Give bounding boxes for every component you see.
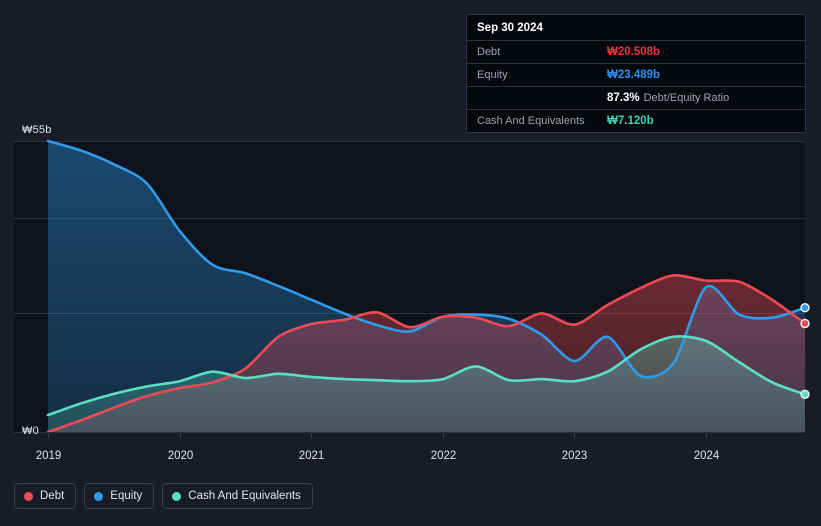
tooltip-value-equity: ₩23.489b [607, 69, 661, 81]
legend-label: Cash And Equivalents [188, 490, 301, 502]
legend-label: Equity [110, 490, 143, 502]
y-axis-label-top: ₩55b [22, 124, 52, 136]
tooltip-value-debt: ₩20.508b [607, 46, 661, 58]
legend-item-equity[interactable]: Equity [84, 483, 155, 509]
y-axis-label-zero: ₩0 [22, 425, 39, 437]
x-axis-label-2019: 2019 [35, 450, 62, 462]
series-line-debt [46, 273, 807, 434]
tooltip-date-title: Sep 30 2024 [467, 15, 805, 41]
series-endpoint-markers [800, 303, 810, 400]
endpoint-marker-cash-and-equivalents [800, 389, 810, 400]
tooltip-row-debt: Debt ₩20.508b [467, 41, 805, 64]
tooltip-label-cash: Cash And Equivalents [477, 115, 585, 127]
x-axis-label-2023: 2023 [561, 450, 588, 462]
tooltip-ratio-label: Debt/Equity Ratio [643, 92, 730, 104]
tooltip-value-cash: ₩7.120b [607, 115, 654, 127]
legend-label: Debt [40, 490, 65, 502]
endpoint-marker-equity [800, 303, 810, 313]
series-area-cash-and-equivalents [48, 336, 805, 432]
x-axis-label-2022: 2022 [430, 450, 457, 462]
data-tooltip: Sep 30 2024 Debt ₩20.508b Equity ₩23.489… [466, 14, 806, 133]
series-areas [48, 141, 805, 432]
x-axis-ticks [48, 433, 707, 438]
series-line-cash-and-equivalents [46, 335, 807, 417]
series-lines [46, 139, 807, 434]
tooltip-row-equity: Equity ₩23.489b [467, 64, 805, 87]
tooltip-label-debt: Debt [477, 46, 501, 58]
tooltip-row-debt-equity-ratio: 87.3% Debt/Equity Ratio [467, 87, 805, 110]
legend-item-cash-and-equivalents[interactable]: Cash And Equivalents [162, 483, 313, 509]
chart-legend: Debt Equity Cash And Equivalents [14, 483, 313, 509]
tooltip-ratio-percent: 87.3% [607, 92, 640, 104]
tooltip-label-equity: Equity [477, 69, 508, 81]
legend-color-dot-icon [172, 491, 182, 501]
legend-color-dot-icon [24, 491, 33, 501]
x-axis-label-2020: 2020 [167, 450, 194, 462]
legend-item-debt[interactable]: Debt [14, 483, 77, 509]
legend-color-dot-icon [94, 491, 104, 501]
x-axis-label-2021: 2021 [298, 450, 325, 462]
tooltip-row-cash: Cash And Equivalents ₩7.120b [467, 110, 805, 132]
endpoint-marker-debt [800, 318, 810, 329]
x-axis-label-2024: 2024 [693, 450, 720, 462]
